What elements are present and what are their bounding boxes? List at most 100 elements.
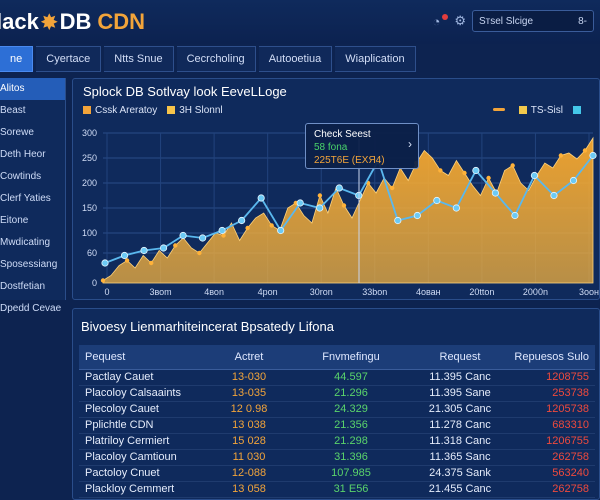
- tab-autooetiua[interactable]: Autooetiua: [258, 46, 333, 72]
- logo-text-part3: CDN: [97, 9, 146, 34]
- y-tick-label: 100: [82, 228, 97, 238]
- table-cell: Placoloy Calsaaints: [79, 385, 207, 402]
- tab-home[interactable]: ne: [0, 46, 34, 72]
- area-point: [389, 185, 395, 191]
- legend-right-item-0[interactable]: [492, 105, 509, 116]
- legend-right-label-1: TS-Sisl: [530, 105, 563, 116]
- area-point: [100, 278, 106, 283]
- tab-cyertace[interactable]: Cyertace: [36, 46, 102, 72]
- chart-legend-right: TS-Sisl: [492, 105, 585, 116]
- tab-wiaplication[interactable]: Wiaplication: [335, 46, 416, 72]
- table-cell: 21.305 Canc: [411, 401, 509, 418]
- column-header-request-2[interactable]: Request: [411, 345, 509, 370]
- legend-item-0[interactable]: Cssk Areratoy: [83, 105, 157, 116]
- x-tick-label: 0: [104, 287, 109, 297]
- table-cell: 563240: [509, 465, 595, 482]
- line-point: [296, 199, 304, 207]
- x-tick-label: 3воm: [149, 287, 171, 297]
- legend-item-1[interactable]: 3Н Slonnl: [167, 105, 223, 116]
- line-point: [394, 216, 402, 225]
- table-cell: 683310: [509, 417, 595, 434]
- column-header-repuesos[interactable]: Repuesos Sulo: [509, 345, 595, 370]
- area-point: [197, 250, 202, 256]
- logo-text-part1: lack: [0, 9, 39, 34]
- table-cell: 11.278 Canc: [411, 417, 509, 434]
- table-cell: 13 038: [207, 417, 291, 434]
- x-tick-label: 4воn: [204, 287, 224, 297]
- table-cell: 24.329: [291, 401, 411, 418]
- column-header-actret[interactable]: Actret: [207, 345, 291, 370]
- table-cell: 44.597: [291, 369, 411, 386]
- search-input[interactable]: Sтsel Slcige 8-: [472, 10, 594, 32]
- table-row[interactable]: Pplichtle CDN 13 038 21.356 11.278 Canc 6833…: [79, 417, 595, 434]
- app-header: lack ✸ DB CDN ◔ ⚙ Sтsel Slcige 8-: [0, 0, 600, 44]
- legend-right-item-1[interactable]: TS-Sisl: [518, 105, 563, 116]
- clock-icon[interactable]: ◔: [432, 13, 441, 29]
- line-point: [472, 166, 480, 175]
- table-cell: 11.395 Canc: [411, 369, 509, 386]
- chart-title: Splock DB Sotlvay look EeveLLoge: [83, 84, 287, 99]
- legend-right-item-2[interactable]: [573, 105, 585, 116]
- sidebar-item-alitos[interactable]: Alitos: [0, 78, 65, 100]
- sidebar-item-sorewe[interactable]: Sorewe: [0, 127, 34, 138]
- x-tick-label: 30ron: [310, 287, 333, 297]
- table-cell: 21.298: [291, 433, 411, 450]
- area-point: [582, 148, 588, 153]
- logo-star-icon: ✸: [40, 11, 58, 34]
- table-row[interactable]: Pactoloy Cnuet 12-088 107.985 24.375 Sank 56…: [79, 465, 595, 482]
- table-panel: Bivoesy Lienmarhiteincerat Bpsatedy Lifo…: [72, 308, 600, 500]
- area-point: [510, 163, 515, 168]
- sidebar-item-dpedd-cevae[interactable]: Dpedd Cevae: [0, 303, 62, 314]
- tooltip-line1: 58 fona: [314, 142, 348, 153]
- line-point: [433, 196, 441, 205]
- sidebar-item-mwdicating[interactable]: Mwdicating: [0, 237, 51, 248]
- table-row[interactable]: Placoloy Calsaaints 13-035 21.296 11.395 Sa…: [79, 385, 595, 402]
- x-tick-label: 4роn: [258, 287, 278, 297]
- sidebar-item-eitone[interactable]: Eitone: [0, 215, 29, 226]
- area-point: [221, 233, 226, 238]
- table-cell: 13-030: [207, 369, 291, 386]
- line-point: [238, 216, 246, 225]
- sidebar-item-beast[interactable]: Beast: [0, 105, 26, 116]
- column-header-request[interactable]: Pequest: [79, 345, 207, 370]
- line-point: [316, 204, 324, 212]
- table-row[interactable]: Plackloy Cemmert 13 058 31 E56 21.455 Canc 2…: [79, 481, 595, 498]
- app-logo[interactable]: lack ✸ DB CDN: [0, 9, 145, 35]
- legend-swatch-icon: [83, 106, 91, 114]
- tab-bar: ne Cyertace Ntts Snue Cecrcholing Autooe…: [0, 46, 600, 72]
- chart-tooltip: Check Seest 58 fona 225T6E (ЕХЯ4) ›: [305, 123, 419, 169]
- tab-cecrcholing[interactable]: Cecrcholing: [176, 46, 256, 72]
- table-row[interactable]: Plecoloy Cauet 12 0.98 24.329 21.305 Canc 12…: [79, 401, 595, 418]
- settings-icon[interactable]: ⚙: [454, 13, 466, 28]
- table-cell: Pactoloy Cnuet: [79, 465, 207, 482]
- table-cell: 107.985: [291, 465, 411, 482]
- y-tick-label: 300: [82, 128, 97, 138]
- sidebar-item-cowtinds[interactable]: Cowtinds: [0, 171, 42, 182]
- sidebar-item-sposessiang[interactable]: Sposessiang: [0, 259, 58, 270]
- legend-label-1: 3Н Slonnl: [179, 105, 223, 116]
- area-point: [245, 225, 250, 231]
- table-cell: 31 E56: [291, 481, 411, 498]
- logo-text-part2: DB: [59, 9, 92, 34]
- table-row[interactable]: Platriloy Cermiert 15 028 21.298 11.318 Can…: [79, 433, 595, 450]
- sidebar-item-deth-heor[interactable]: Deth Heor: [0, 149, 46, 160]
- area-point: [269, 223, 274, 228]
- line-point: [511, 211, 519, 220]
- column-header-fnvmefingu[interactable]: Fnvmefingu: [291, 345, 411, 370]
- line-point: [335, 184, 343, 192]
- table-row[interactable]: Pactlay Cauet 13-030 44.597 11.395 Canc 1208…: [79, 369, 595, 386]
- table-cell: 11 030: [207, 449, 291, 466]
- table-cell: 1206755: [509, 433, 595, 450]
- table-row[interactable]: Placoloy Camtioun 11 030 31.396 11.365 Sanc…: [79, 449, 595, 466]
- line-point: [277, 226, 285, 235]
- chevron-right-icon[interactable]: ›: [408, 137, 412, 151]
- sidebar-item-clerf-yaties[interactable]: Clerf Yaties: [0, 193, 51, 204]
- area-point: [486, 175, 491, 181]
- area-point: [173, 243, 178, 248]
- table-cell: 13 058: [207, 481, 291, 498]
- search-text: Sтsel Slcige: [479, 15, 534, 27]
- legend-swatch-icon: [518, 106, 527, 114]
- table-cell: 12 0.98: [207, 401, 291, 418]
- tab-ntts-snue[interactable]: Ntts Snue: [104, 46, 174, 72]
- sidebar-item-dostfetian[interactable]: Dostfetian: [0, 281, 46, 292]
